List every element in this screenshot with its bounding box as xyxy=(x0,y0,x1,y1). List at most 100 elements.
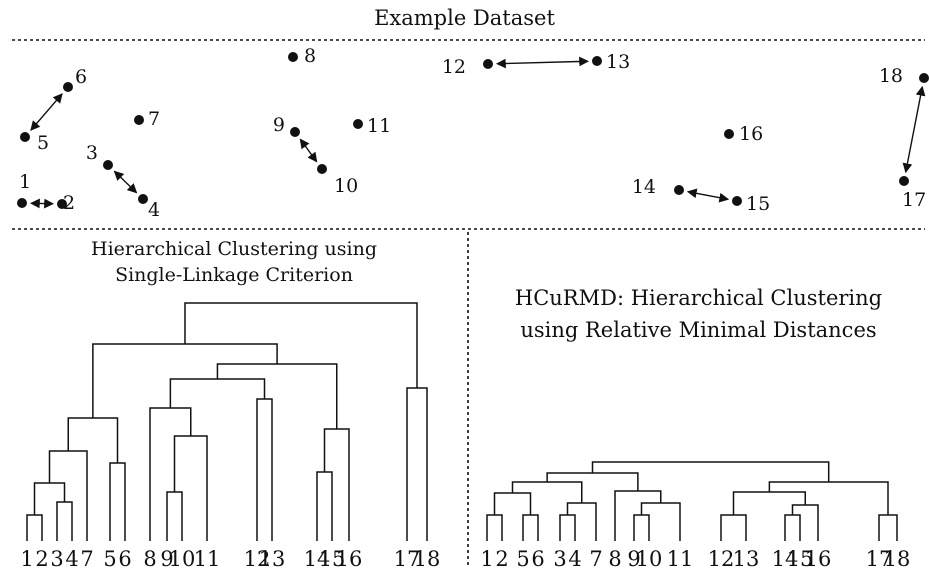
merge-13 xyxy=(791,504,819,541)
merge-5 xyxy=(566,502,597,541)
leaf-label-7: 7 xyxy=(80,547,93,569)
leaf-label-8: 8 xyxy=(608,547,621,569)
point-4 xyxy=(138,194,148,204)
point-13 xyxy=(592,56,602,66)
leaf-label-17: 17 xyxy=(866,547,893,569)
leaf-label-1: 1 xyxy=(480,547,493,569)
merge-16 xyxy=(768,481,889,515)
merge-3 xyxy=(493,492,532,515)
point-label-9: 9 xyxy=(273,114,285,136)
point-label-15: 15 xyxy=(746,193,770,215)
merge-15 xyxy=(878,514,898,541)
merge-12 xyxy=(323,428,350,541)
leaf-label-3: 3 xyxy=(50,547,63,569)
point-label-18: 18 xyxy=(879,65,903,87)
point-label-16: 16 xyxy=(739,123,763,145)
leaf-label-13: 13 xyxy=(259,547,286,569)
merge-13 xyxy=(169,378,266,408)
leaf-label-2: 2 xyxy=(495,547,508,569)
merge-1 xyxy=(26,514,43,541)
merge-17 xyxy=(184,302,418,388)
point-label-12: 12 xyxy=(442,56,466,78)
merge-7 xyxy=(166,491,183,541)
point-10 xyxy=(317,164,327,174)
merge-10 xyxy=(256,398,273,541)
point-label-10: 10 xyxy=(334,175,358,197)
leaf-label-9: 9 xyxy=(160,547,173,569)
point-label-17: 17 xyxy=(902,189,926,211)
point-3 xyxy=(103,160,113,170)
point-label-4: 4 xyxy=(148,199,160,221)
leaf-label-16: 16 xyxy=(805,547,832,569)
merge-11 xyxy=(720,514,747,541)
leaf-label-16: 16 xyxy=(336,547,363,569)
merge-2 xyxy=(56,501,73,541)
leaf-label-5: 5 xyxy=(516,547,529,569)
merge-8 xyxy=(640,502,681,541)
merge-4 xyxy=(48,450,88,541)
hcurmd-title-line1: HCuRMD: Hierarchical Clustering xyxy=(514,286,883,310)
leaf-label-15: 15 xyxy=(319,547,346,569)
arrow-1-2 xyxy=(30,198,54,209)
leaf-label-2: 2 xyxy=(35,547,48,569)
merge-12 xyxy=(784,514,801,541)
arrow-3-4 xyxy=(113,170,138,194)
leaf-label-10: 10 xyxy=(169,547,196,569)
point-8 xyxy=(288,52,298,62)
dataset-title: Example Dataset xyxy=(374,6,555,30)
arrow-5-6 xyxy=(30,93,63,131)
merge-7 xyxy=(633,514,650,541)
leaf-label-12: 12 xyxy=(244,547,271,569)
merge-2 xyxy=(522,514,539,541)
point-5 xyxy=(20,132,30,142)
merge-5 xyxy=(109,462,126,541)
point-9 xyxy=(290,127,300,137)
point-label-14: 14 xyxy=(632,176,656,198)
leaf-label-6: 6 xyxy=(531,547,544,569)
leaf-label-1: 1 xyxy=(20,547,33,569)
leaf-label-11: 11 xyxy=(667,547,694,569)
point-17 xyxy=(899,176,909,186)
point-11 xyxy=(353,119,363,129)
merge-16 xyxy=(406,387,428,541)
leaf-label-11: 11 xyxy=(194,547,221,569)
leaf-label-17: 17 xyxy=(394,547,421,569)
point-label-1: 1 xyxy=(19,171,31,193)
leaf-label-9: 9 xyxy=(627,547,640,569)
point-12 xyxy=(483,59,493,69)
point-label-2: 2 xyxy=(63,192,75,214)
leaf-label-4: 4 xyxy=(568,547,581,569)
leaf-label-5: 5 xyxy=(103,547,116,569)
merge-4 xyxy=(559,514,576,541)
merge-8 xyxy=(173,435,208,541)
point-label-6: 6 xyxy=(75,66,87,88)
point-14 xyxy=(674,185,684,195)
leaf-label-14: 14 xyxy=(772,547,799,569)
leaf-label-3: 3 xyxy=(553,547,566,569)
single-linkage-title-line1: Hierarchical Clustering using xyxy=(91,238,377,260)
leaf-label-12: 12 xyxy=(708,547,735,569)
point-16 xyxy=(724,129,734,139)
nearest-neighbor-arrows xyxy=(30,56,926,209)
arrow-9-10 xyxy=(299,138,318,163)
leaf-label-10: 10 xyxy=(636,547,663,569)
point-7 xyxy=(134,115,144,125)
point-18 xyxy=(919,73,929,83)
arrow-14-15 xyxy=(686,188,730,203)
merge-11 xyxy=(316,471,333,541)
leaf-label-8: 8 xyxy=(143,547,156,569)
leaf-label-4: 4 xyxy=(65,547,78,569)
point-label-11: 11 xyxy=(367,115,391,137)
leaf-label-15: 15 xyxy=(787,547,814,569)
merge-15 xyxy=(92,343,278,418)
merge-17 xyxy=(591,461,830,482)
arrow-12-13 xyxy=(496,56,589,69)
point-15 xyxy=(732,196,742,206)
arrow-17-18 xyxy=(902,85,926,174)
merge-3 xyxy=(33,482,66,515)
point-6 xyxy=(63,82,73,92)
